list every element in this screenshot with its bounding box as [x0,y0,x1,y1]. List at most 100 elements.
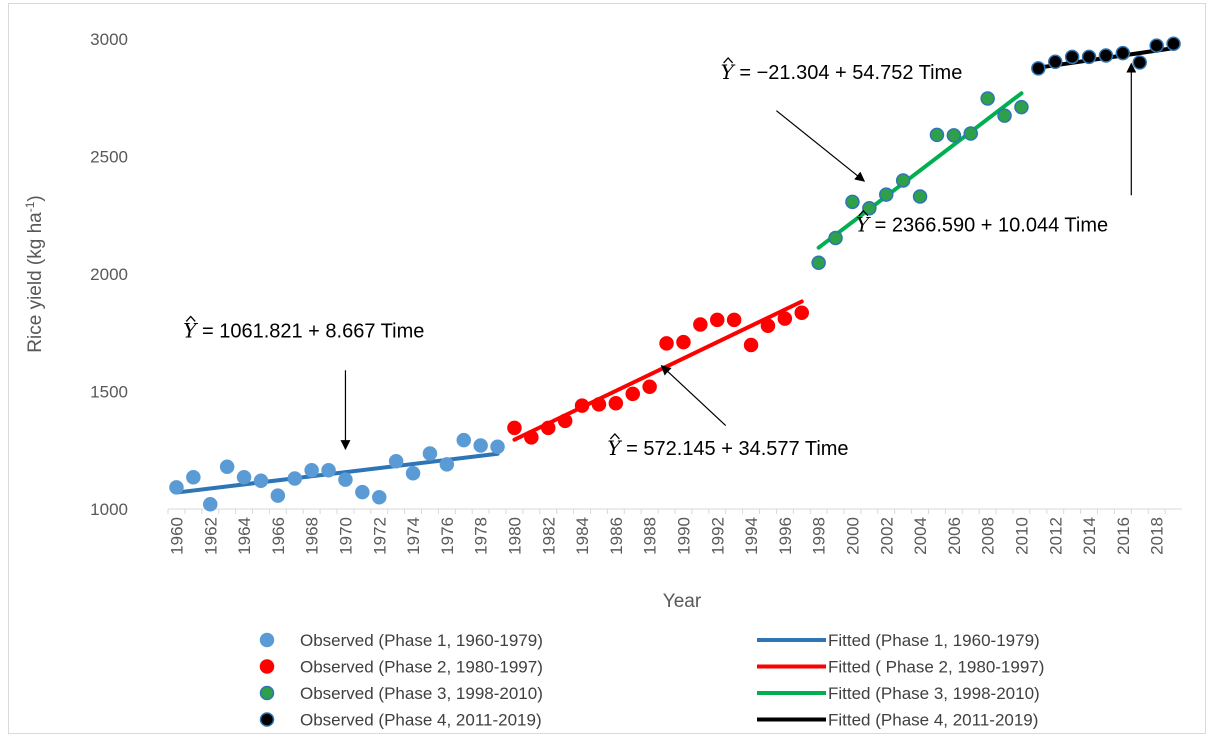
data-point [287,471,302,486]
x-tick-label: 2002 [877,517,896,555]
legend-label: Fitted ( Phase 2, 1980-1997) [828,658,1044,677]
data-point [1132,55,1147,70]
data-point [355,484,370,500]
fitted-lines [174,46,1176,495]
data-point [912,189,928,204]
equation-body: = −21.304 + 54.752 Time [734,62,963,84]
data-point [1149,38,1164,53]
data-point [980,91,995,106]
data-point [743,337,759,353]
x-tick-label: 1988 [641,517,660,555]
axes: 1000 1500 2000 2500 3000 1960 1962 1964 1966 1968… [90,30,1182,555]
y-axis-title-sup: -1 [23,201,37,212]
data-point [186,470,201,485]
x-tick-label: 1974 [404,517,423,555]
y-tick-label: 3000 [90,30,128,49]
data-point [372,490,387,505]
yhat-circumflex [723,56,734,64]
equation-body: = 1061.821 + 8.667 Time [196,320,424,342]
data-point [524,430,539,445]
equation-label: Y = 2366.590 + 10.044 Time [856,213,1108,237]
data-point [608,396,624,411]
x-tick-label: 1964 [235,517,254,555]
data-point [760,318,776,333]
x-tick-label: 2018 [1148,517,1167,555]
equation-label: Y = 1061.821 + 8.667 Time [183,318,424,342]
x-tick-label: 1984 [573,517,592,555]
annotation-arrow [776,110,866,182]
x-tick-label: 2012 [1046,517,1065,555]
x-tick-label: 1978 [472,517,491,555]
data-point [625,386,640,402]
data-point [557,413,573,429]
data-point [203,497,218,512]
data-point [1081,49,1097,65]
data-point [862,200,877,216]
legend-marker-point [259,685,275,701]
data-point [676,334,691,350]
data-point [963,126,978,141]
data-point [1014,99,1029,115]
x-tick-label: 1990 [674,517,693,555]
data-point [710,312,725,328]
data-point [997,108,1012,123]
y-tick-label: 2000 [90,265,128,284]
data-point [946,128,962,143]
x-tick-label: 1962 [201,517,220,555]
data-point [304,462,319,478]
legend-label: Observed (Phase 3, 1998-2010) [300,684,543,703]
x-tick-label: 1994 [742,517,761,555]
data-point [726,312,742,328]
equation-yhat: Y [721,60,736,84]
legend-marker-point [259,659,275,674]
data-point [693,317,708,332]
x-tick-label: 2006 [945,517,964,555]
data-point [1064,49,1080,65]
data-point [541,420,556,436]
chart-frame [8,3,1206,734]
yhat-circumflex [609,432,620,440]
data-point [338,472,353,487]
data-point [405,466,421,481]
x-tick-label: 2014 [1080,517,1099,555]
x-tick-label: 1982 [539,517,558,555]
x-tick-label: 1996 [776,517,795,555]
y-tick-label: 1500 [90,383,128,402]
data-point [388,454,404,469]
data-point [473,438,488,453]
data-point [321,462,336,478]
data-point [794,305,809,321]
x-tick-label: 2008 [979,517,998,555]
data-point [1115,45,1131,61]
data-point [642,379,657,395]
annotation-arrow [660,364,727,427]
x-tick-label: 1966 [269,517,288,555]
legend-marker-point [259,632,275,648]
equation-yhat: Y [183,318,198,342]
data-point [439,457,455,472]
legend: Observed (Phase 1, 1960-1979) Observed (P… [259,631,1044,730]
x-tick-label: 1998 [810,517,829,555]
data-point [811,255,826,270]
data-point [659,336,674,351]
data-point [895,173,911,188]
data-point [456,432,471,448]
x-tick-label: 1970 [336,517,355,555]
data-point [422,446,438,461]
legend-marker-point [259,712,275,727]
x-tick-label: 2000 [843,517,862,555]
x-tick-label: 2016 [1114,517,1133,555]
data-point [879,187,894,202]
x-tick-label: 1992 [708,517,727,555]
yhat-circumflex [185,315,196,322]
legend-label: Fitted (Phase 1, 1960-1979) [828,631,1040,650]
fitted-line [816,91,1024,250]
y-tick-label: 1000 [90,500,128,519]
y-axis-title-main: Rice yield (kg ha [25,212,46,353]
x-tick-label: 2010 [1012,517,1031,555]
x-tick-label: 1968 [303,517,322,555]
fitted-line [512,299,804,442]
y-axis-title-close: ) [25,195,46,201]
equation-yhat: Y [607,436,622,460]
